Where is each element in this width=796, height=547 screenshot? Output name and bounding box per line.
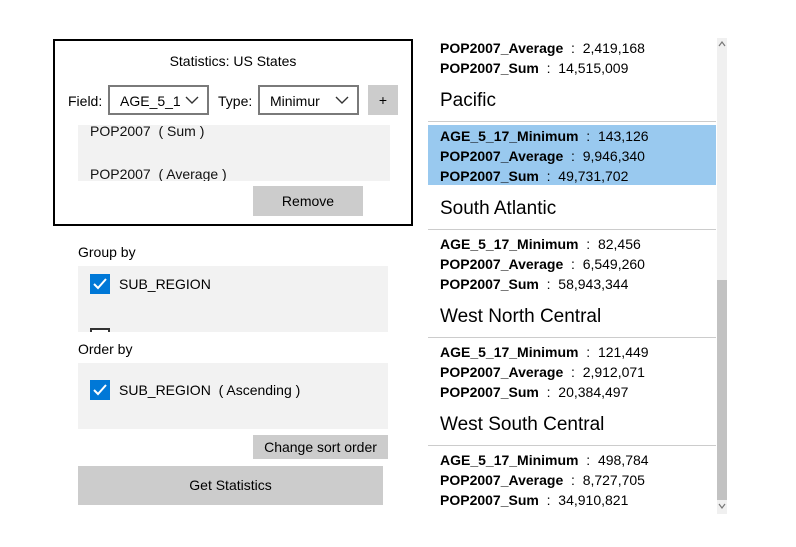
result-row[interactable]: POP2007_Average : 9,946,340 <box>440 148 645 164</box>
group-by-item-unchecked[interactable] <box>90 328 119 332</box>
group-separator <box>428 121 716 122</box>
statistic-fields-list[interactable]: POP2007 ( Sum ) POP2007 ( Average ) <box>78 125 390 181</box>
checkbox-unchecked[interactable] <box>90 328 110 332</box>
checkbox-checked[interactable] <box>90 380 110 400</box>
group-by-item-sub-region[interactable]: SUB_REGION <box>90 274 211 294</box>
group-header-west-north-central: West North Central <box>440 306 602 327</box>
scrollbar-track[interactable] <box>717 38 727 514</box>
group-separator <box>428 337 716 338</box>
result-row[interactable]: POP2007_Sum : 58,943,344 <box>440 276 629 292</box>
type-label: Type: <box>218 93 253 109</box>
group-header-west-south-central: West South Central <box>440 414 605 435</box>
result-row[interactable]: AGE_5_17_Minimum : 82,456 <box>440 236 641 252</box>
result-row[interactable]: AGE_5_17_Minimum : 498,784 <box>440 452 649 468</box>
group-separator <box>428 229 716 230</box>
scroll-up-arrow-icon[interactable] <box>716 38 728 50</box>
field-combobox-value: AGE_5_1 <box>120 93 181 109</box>
remove-button[interactable]: Remove <box>253 186 363 216</box>
group-by-item-label: SUB_REGION <box>119 276 211 292</box>
list-item[interactable]: POP2007 ( Sum ) <box>90 125 205 139</box>
field-label: Field: <box>68 93 103 109</box>
list-item[interactable]: POP2007 ( Average ) <box>90 166 227 181</box>
group-by-list[interactable]: SUB_REGION <box>78 266 388 332</box>
scroll-down-arrow-icon[interactable] <box>716 500 728 512</box>
type-combobox-value: Minimur <box>270 93 320 109</box>
change-sort-order-button[interactable]: Change sort order <box>253 435 388 459</box>
selected-group-item[interactable] <box>428 125 716 185</box>
group-separator <box>428 445 716 446</box>
result-row[interactable]: POP2007_Average : 2,912,071 <box>440 364 645 380</box>
order-by-item-label: SUB_REGION ( Ascending ) <box>119 382 301 398</box>
group-header-south-atlantic: South Atlantic <box>440 198 557 219</box>
group-by-label: Group by <box>78 244 136 260</box>
order-by-item-sub-region[interactable]: SUB_REGION ( Ascending ) <box>90 380 300 400</box>
statistics-title: Statistics: US States <box>169 53 297 69</box>
result-row[interactable]: AGE_5_17_Minimum : 143,126 <box>440 128 649 144</box>
result-row[interactable]: AGE_5_17_Minimum : 121,449 <box>440 344 649 360</box>
result-row: POP2007_Sum : 14,515,009 <box>440 60 629 76</box>
result-row[interactable]: POP2007_Average : 6,549,260 <box>440 256 645 272</box>
order-by-label: Order by <box>78 341 133 357</box>
result-row[interactable]: POP2007_Sum : 49,731,702 <box>440 168 629 184</box>
result-row: POP2007_Average : 2,419,168 <box>440 40 645 56</box>
result-row[interactable]: POP2007_Sum : 34,910,821 <box>440 492 629 508</box>
chevron-down-icon <box>335 96 349 104</box>
field-combobox[interactable]: AGE_5_1 <box>108 85 209 115</box>
checkbox-checked[interactable] <box>90 274 110 294</box>
type-combobox[interactable]: Minimur <box>258 85 359 115</box>
result-row[interactable]: POP2007_Average : 8,727,705 <box>440 472 645 488</box>
result-row[interactable]: POP2007_Sum : 20,384,497 <box>440 384 629 400</box>
results-scrollbar[interactable] <box>716 38 728 514</box>
results-list[interactable]: POP2007_Average : 2,419,168 POP2007_Sum … <box>428 38 716 514</box>
get-statistics-button[interactable]: Get Statistics <box>78 466 383 505</box>
scrollbar-thumb[interactable] <box>717 280 727 500</box>
group-header-pacific: Pacific <box>440 90 496 111</box>
chevron-down-icon <box>185 96 199 104</box>
order-by-list[interactable]: SUB_REGION ( Ascending ) <box>78 363 388 429</box>
statistics-definition-panel: Statistics: US States Field: AGE_5_1 Typ… <box>53 39 413 226</box>
add-statistic-button[interactable]: + <box>368 85 398 115</box>
